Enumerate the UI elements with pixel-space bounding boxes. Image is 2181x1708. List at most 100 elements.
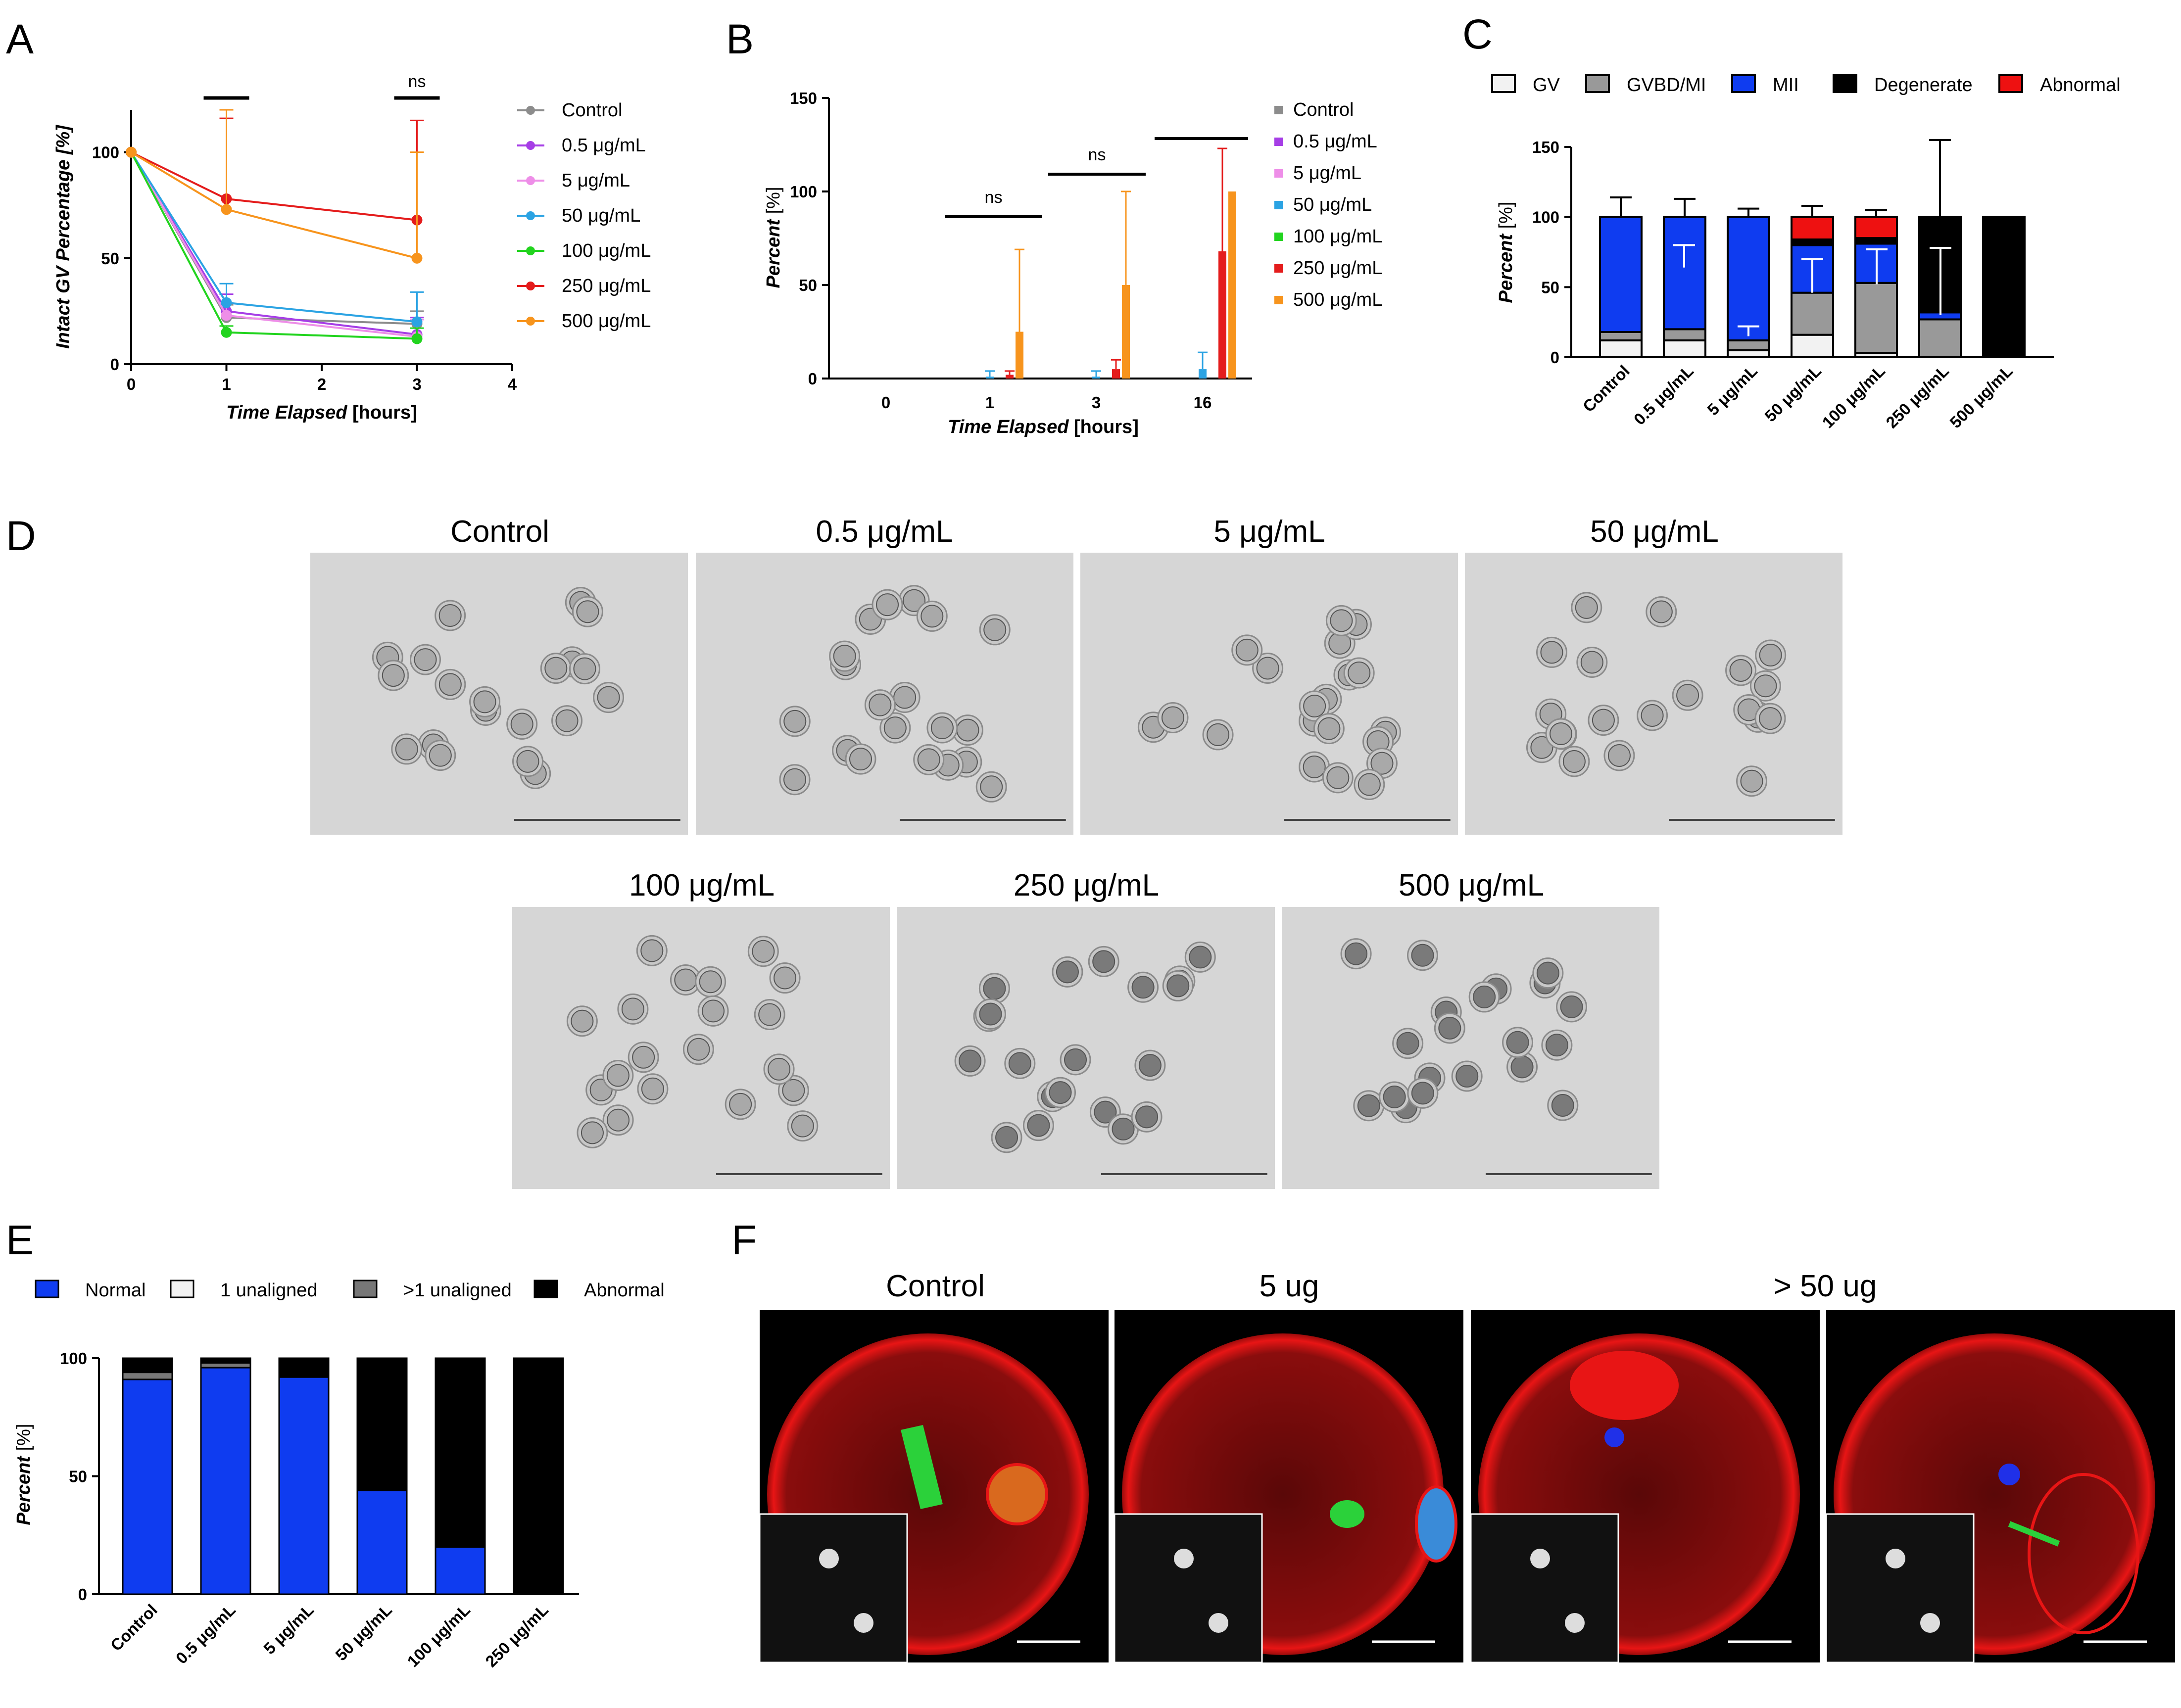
oocyte [1729, 659, 1752, 682]
c-x-tick-label: 0.5 μg/mL [1630, 362, 1697, 428]
a-x-tick-label: 3 [412, 375, 421, 393]
e-bar-segment [356, 1357, 408, 1491]
oocyte [1562, 750, 1586, 773]
oocyte [849, 748, 872, 771]
c-bar-segment [1663, 339, 1706, 358]
polar-body [2028, 1473, 2139, 1634]
micrograph [696, 553, 1073, 835]
fluor-label-5ug: 5 ug [1260, 1269, 1319, 1303]
b-bar [1122, 285, 1130, 379]
a-sig-label: ns [408, 72, 426, 91]
b-x-label: Time Elapsed [hours] [948, 417, 1139, 437]
oocyte [1330, 609, 1353, 632]
b-legend-swatch [1274, 106, 1283, 114]
c-legend-swatch [1833, 74, 1857, 93]
oocyte [983, 977, 1006, 1000]
spindle [901, 1425, 943, 1509]
e-bar-segment [278, 1357, 330, 1378]
oocyte [791, 1114, 814, 1138]
b-bar [1218, 251, 1226, 379]
inset-chromatin [1470, 1513, 1619, 1663]
c-bar-segment [1663, 216, 1706, 331]
c-x-tick-label: Control [1579, 362, 1633, 416]
a-legend-marker [526, 317, 535, 326]
b-bar [1228, 191, 1236, 379]
c-bar-segment [1791, 216, 1834, 240]
micrograph-label-500: 500 μg/mL [1399, 868, 1544, 902]
micrographs-f: Control 5 ug > 50 ug [759, 1269, 2175, 1663]
c-bar-segment [1854, 282, 1898, 354]
oocyte [1740, 769, 1763, 793]
oocyte [581, 1121, 604, 1144]
c-x-tick-label: 100 μg/mL [1818, 362, 1889, 432]
oocyte [687, 1038, 710, 1061]
oocyte [921, 605, 944, 628]
a-data-point [221, 310, 232, 321]
a-legend-marker [526, 141, 535, 150]
b-bar [1199, 369, 1207, 379]
polar-body [986, 1463, 1048, 1525]
micrograph-background [1282, 907, 1659, 1189]
c-bar-segment [1727, 216, 1770, 341]
oocyte [1345, 942, 1368, 965]
micrograph [1282, 907, 1659, 1189]
polar-body [1415, 1485, 1457, 1563]
oocyte [782, 1079, 805, 1102]
oocyte [783, 768, 807, 791]
c-y-tick-label: 50 [1541, 278, 1559, 296]
oocyte [1166, 974, 1190, 997]
panel-letter-f: F [731, 1217, 757, 1263]
inset-chromatin [1114, 1513, 1263, 1663]
oocyte [544, 657, 568, 680]
inset-chromatin [1825, 1513, 1975, 1663]
c-y-tick-label: 150 [1532, 138, 1559, 156]
oocyte [1383, 1085, 1406, 1108]
a-x-tick-label: 4 [508, 375, 517, 393]
e-bar-segment [122, 1378, 173, 1595]
oocyte [1550, 722, 1573, 745]
inset-spot [1174, 1549, 1194, 1568]
a-y-tick-label: 0 [110, 355, 119, 374]
oocyte [956, 718, 979, 742]
micrograph-label-100: 100 μg/mL [629, 868, 775, 902]
c-x-tick-label: 5 μg/mL [1703, 362, 1761, 419]
e-bar-segment [122, 1372, 173, 1380]
c-bar-segment [1791, 333, 1834, 359]
b-x-label-main: Time Elapsed [948, 417, 1069, 437]
oocyte [1510, 1055, 1534, 1079]
fluor-label-50ug: > 50 ug [1774, 1269, 1877, 1303]
panel-letter-a: A [6, 16, 34, 62]
b-x-tick-label: 3 [1092, 393, 1101, 412]
oocyte [473, 690, 496, 713]
e-bar-segment [122, 1357, 173, 1374]
a-legend-marker [526, 106, 535, 115]
micrograph-label-50: 50 μg/mL [1590, 515, 1719, 549]
oocyte [1411, 1082, 1434, 1105]
chart-e: 0 50 100 Control 0.5 μg/mL 5 μg/mL 50 μg/mL 100… [13, 1280, 665, 1670]
b-y-tick-label: 50 [799, 276, 817, 294]
e-x-tick-label: 0.5 μg/mL [172, 1601, 239, 1667]
a-series-line [131, 151, 417, 221]
oocyte [1357, 1094, 1380, 1117]
e-y-tick-label: 50 [69, 1468, 87, 1486]
inset-spot [1530, 1549, 1550, 1568]
a-data-point [126, 146, 137, 158]
c-legend-label: GVBD/MI [1627, 75, 1706, 95]
oocyte [1580, 651, 1603, 674]
a-series-line [130, 151, 417, 259]
oocyte [571, 1009, 594, 1033]
e-x-tick-label: 50 μg/mL [332, 1601, 395, 1664]
micrograph-background [1465, 553, 1842, 835]
micrograph-background [1080, 553, 1458, 835]
oocyte [979, 1002, 1002, 1026]
a-legend-label: 0.5 μg/mL [562, 135, 646, 156]
b-bar [1112, 369, 1120, 379]
inset-spot [1565, 1613, 1585, 1633]
e-legend-swatch [35, 1280, 59, 1298]
oocyte [640, 939, 664, 962]
a-series-line [130, 151, 417, 338]
oocyte [1607, 744, 1631, 767]
e-y-tick-label: 100 [60, 1349, 87, 1368]
oocyte [516, 750, 539, 773]
